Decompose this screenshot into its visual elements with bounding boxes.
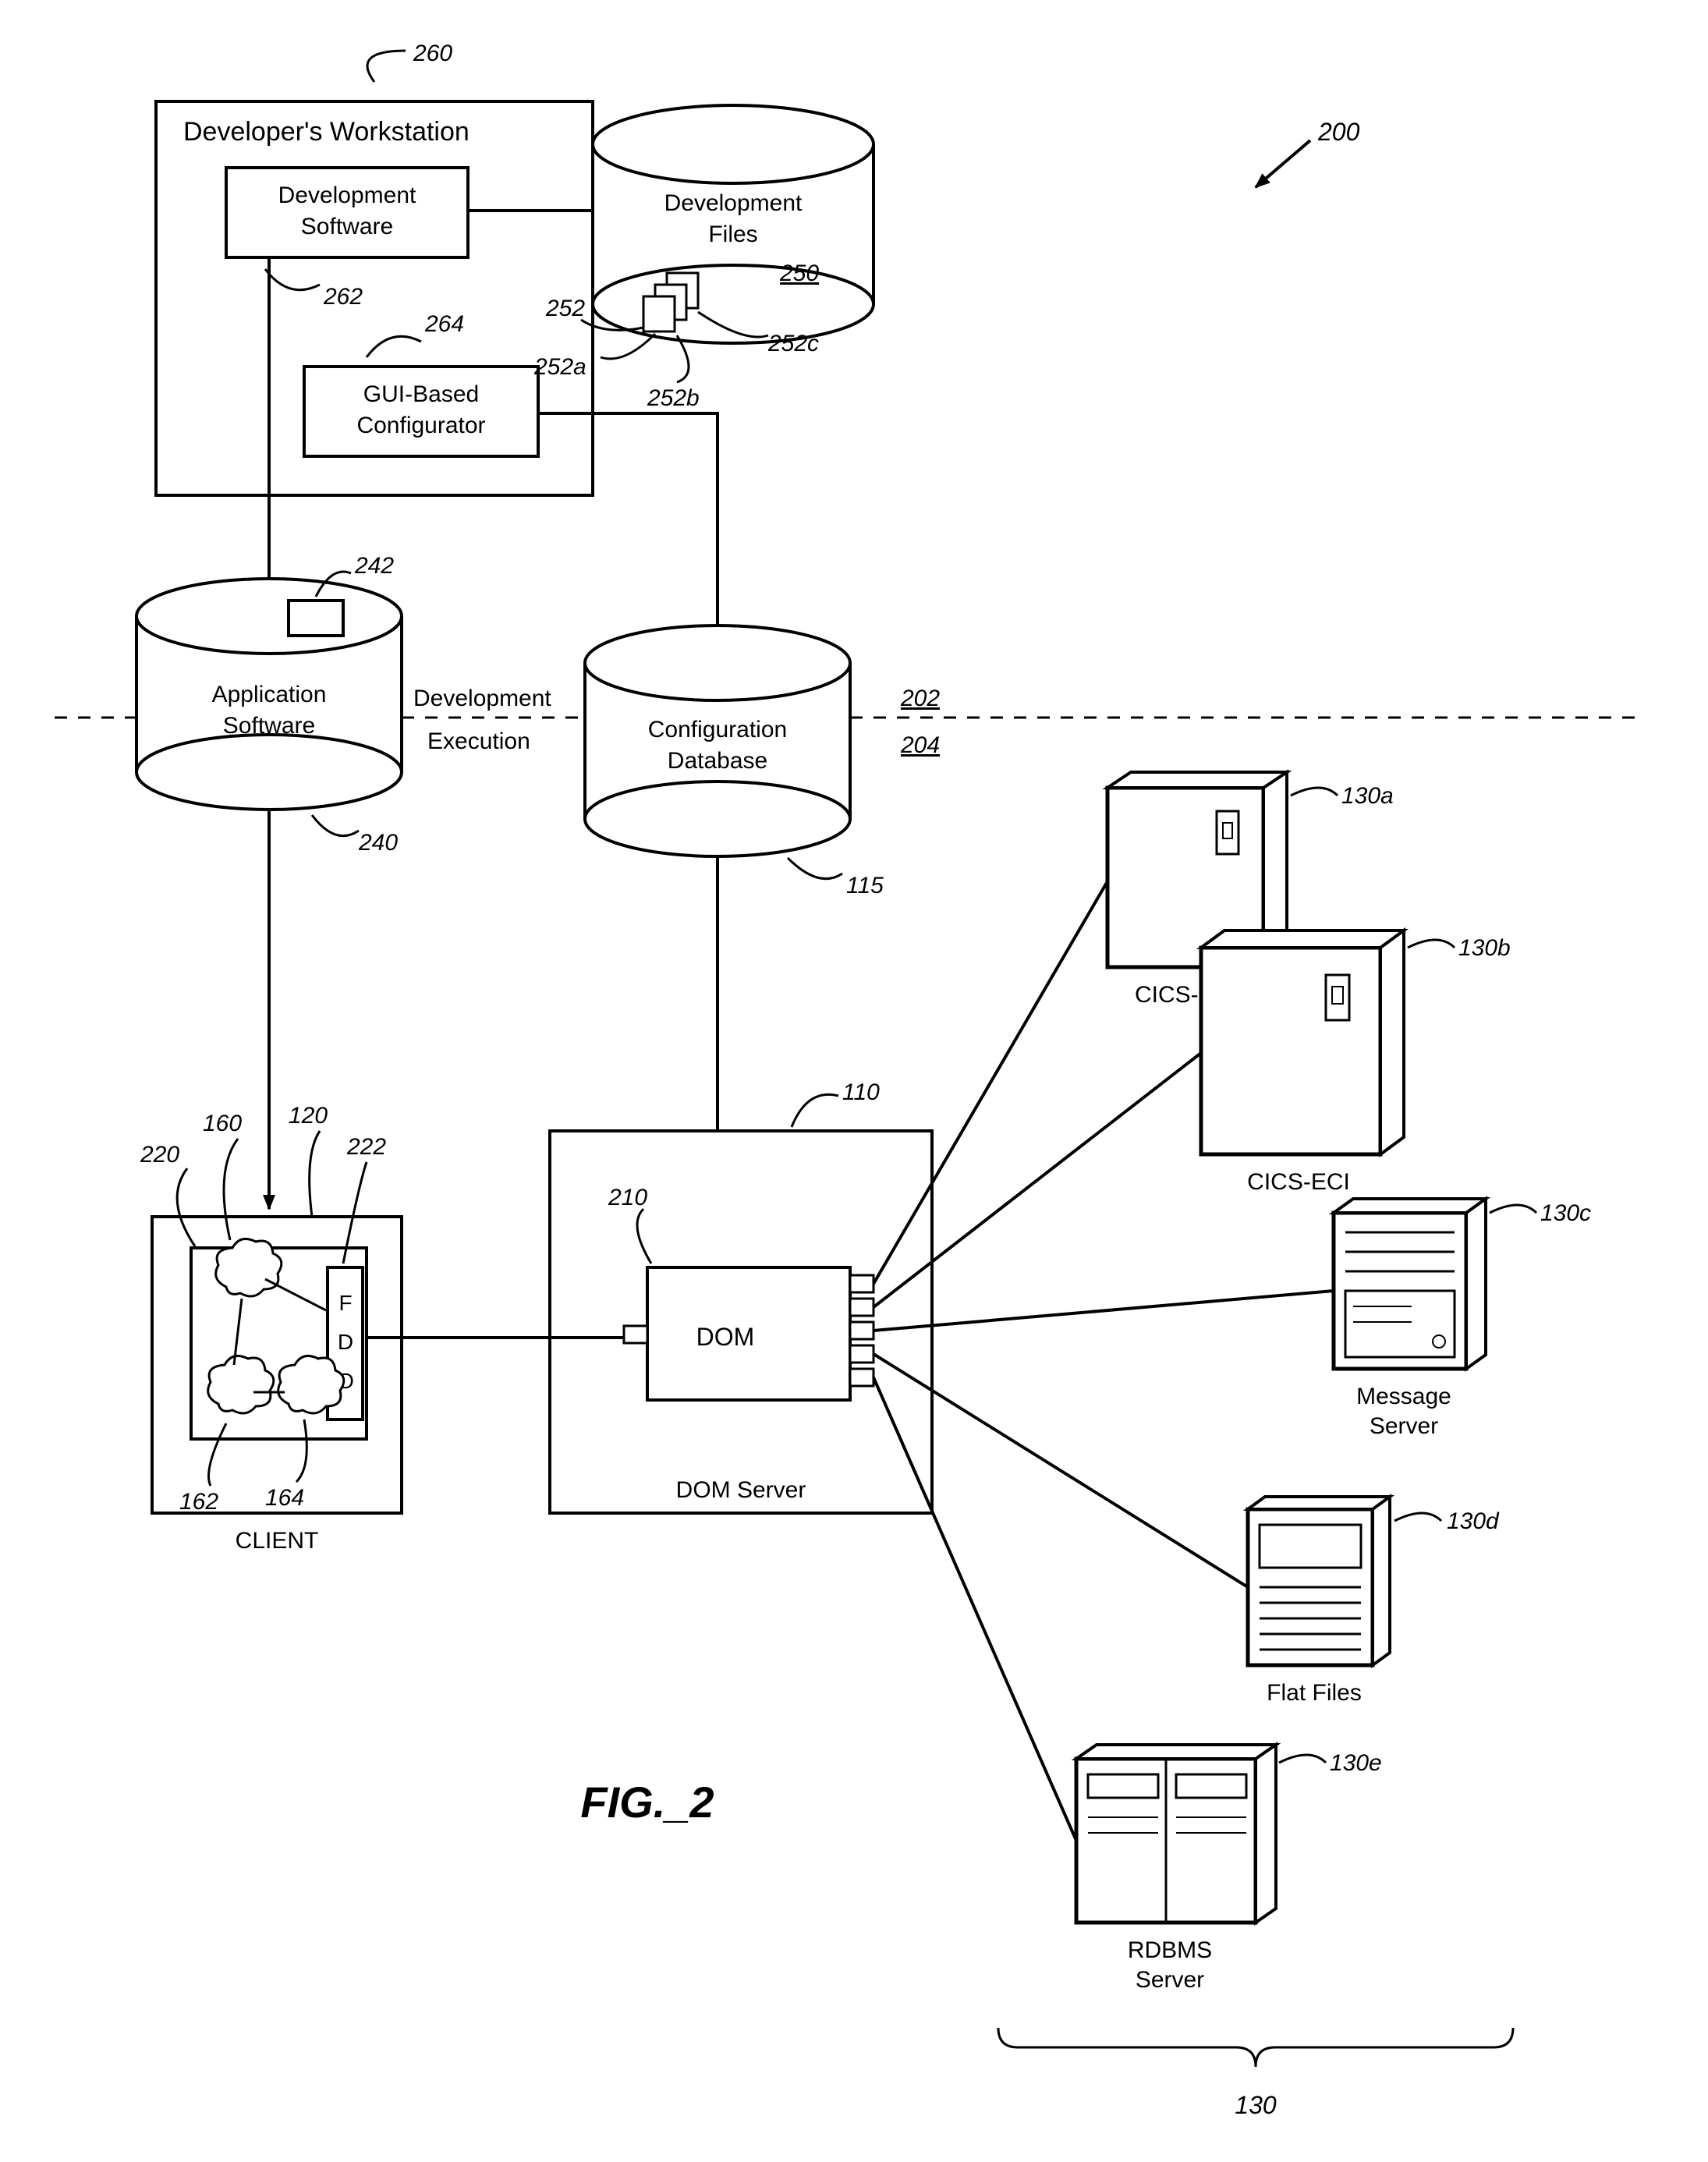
target-cics-eci: CICS-ECI 130b <box>1201 930 1511 1195</box>
ref-204: 204 <box>900 732 940 758</box>
target-message-server: Message Server 130c <box>1334 1199 1591 1439</box>
ref-240: 240 <box>358 830 398 856</box>
configdb-label1: Configuration <box>648 717 787 743</box>
figure-caption: FIG._2 <box>580 1777 714 1827</box>
edge-dom-to-msg <box>873 1291 1334 1331</box>
brace-130 <box>998 2028 1513 2067</box>
ref-252: 252 <box>545 296 585 321</box>
ref-130c: 130c <box>1540 1200 1591 1226</box>
ref-leader-262 <box>265 269 320 290</box>
dev-software-label1: Development <box>278 183 416 208</box>
rdbms-label1: RDBMS <box>1128 1937 1212 1963</box>
ref-200: 200 <box>1317 118 1360 146</box>
appsoft-inner-icon <box>289 601 343 636</box>
configurator-label2: Configurator <box>356 413 485 438</box>
appsoft-label1: Application <box>212 682 327 707</box>
ref-130d: 130d <box>1447 1508 1500 1534</box>
dev-files-label1: Development <box>664 190 803 216</box>
ref-160: 160 <box>203 1111 242 1136</box>
msg-server-label2: Server <box>1370 1413 1438 1439</box>
dev-files-label2: Files <box>708 222 757 247</box>
ref-202: 202 <box>900 686 940 711</box>
ref-120: 120 <box>289 1103 328 1129</box>
ref-leader-260 <box>367 51 406 82</box>
ref-162: 162 <box>179 1489 218 1515</box>
ref-252c: 252c <box>767 331 819 356</box>
app-software-cylinder: Application Software 242 240 <box>136 553 402 1209</box>
dev-files-cylinder: Development Files 250 252 252a 252b 252c <box>533 105 873 411</box>
ref-130: 130 <box>1235 2091 1277 2119</box>
ref-130a: 130a <box>1341 783 1394 809</box>
dev-software-box <box>226 168 468 257</box>
ref-210: 210 <box>608 1185 647 1210</box>
ref-250: 250 <box>779 261 819 286</box>
rdbms-label2: Server <box>1136 1967 1204 1993</box>
dom-label: DOM <box>696 1323 755 1351</box>
fdo-f: F <box>338 1291 352 1315</box>
ref-264: 264 <box>424 311 464 337</box>
workstation-group: Developer's Workstation 260 Development … <box>156 41 593 601</box>
ref-115: 115 <box>846 873 884 898</box>
edge-configurator-to-configdb <box>538 413 718 647</box>
dom-server-group: DOM Server DOM 110 210 <box>550 1079 932 1513</box>
dev-software-label2: Software <box>301 214 393 239</box>
ref-262: 262 <box>323 284 363 310</box>
ref-leader-264 <box>367 336 421 357</box>
ref-110: 110 <box>842 1079 880 1105</box>
configdb-label2: Database <box>668 748 767 774</box>
configurator-box <box>304 367 538 456</box>
workstation-title: Developer's Workstation <box>183 117 470 147</box>
ref-252a: 252a <box>533 354 586 380</box>
divider-top-label: Development <box>413 686 551 711</box>
edge-dom-to-rdbms <box>873 1377 1076 1841</box>
ref-200-arrow <box>1256 140 1310 187</box>
ref-252b: 252b <box>647 385 700 411</box>
client-label: CLIENT <box>236 1528 319 1554</box>
divider-bottom-label: Execution <box>427 728 530 754</box>
figure-2-diagram: Developer's Workstation 260 Development … <box>0 0 1708 2162</box>
cics-eci-label: CICS-ECI <box>1247 1169 1350 1195</box>
config-db-cylinder: Configuration Database 115 <box>585 626 884 1131</box>
target-rdbms-server: RDBMS Server 130e <box>1076 1745 1382 1993</box>
edge-dom-to-epi <box>873 881 1107 1284</box>
fdo-d: D <box>338 1330 353 1354</box>
ref-130e: 130e <box>1330 1750 1382 1776</box>
target-flat-files: Flat Files 130d <box>1248 1497 1500 1706</box>
flat-files-label: Flat Files <box>1267 1680 1362 1706</box>
appsoft-label2: Software <box>223 713 315 739</box>
ref-260: 260 <box>413 41 452 66</box>
configurator-label1: GUI-Based <box>363 381 479 407</box>
msg-server-label1: Message <box>1356 1384 1451 1409</box>
ref-222: 222 <box>346 1134 386 1160</box>
dom-server-label: DOM Server <box>676 1477 806 1503</box>
ref-220: 220 <box>140 1142 179 1168</box>
ref-164: 164 <box>265 1485 304 1511</box>
ref-130b: 130b <box>1458 935 1511 961</box>
ref-242: 242 <box>354 553 394 579</box>
